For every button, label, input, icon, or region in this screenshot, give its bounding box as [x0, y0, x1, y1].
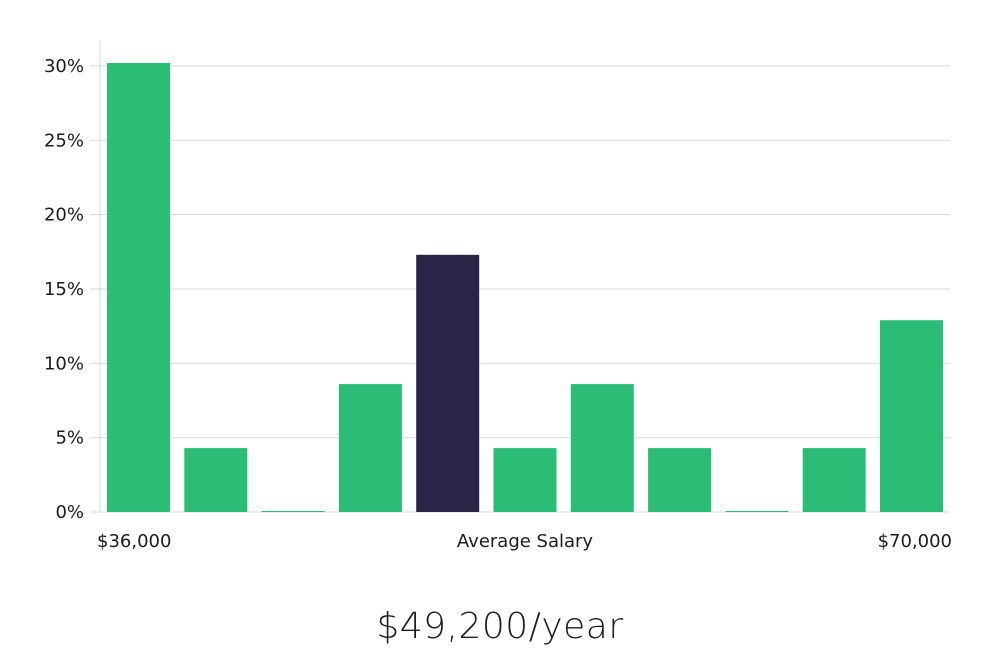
- y-tick-label: 5%: [55, 428, 84, 449]
- bar: [261, 511, 325, 512]
- bar: [802, 448, 866, 512]
- y-tick-label: 0%: [55, 502, 84, 523]
- y-tick-label: 30%: [44, 56, 84, 77]
- x-label-min: $36,000: [97, 531, 171, 552]
- x-axis-title: Average Salary: [457, 531, 594, 552]
- x-label-max: $70,000: [878, 531, 952, 552]
- bar: [338, 384, 402, 512]
- gridlines: [90, 65, 950, 513]
- bar: [107, 63, 170, 512]
- average-salary-headline: $49,200/year: [376, 606, 624, 647]
- y-tick-label: 10%: [44, 353, 84, 374]
- y-tick-label: 25%: [44, 130, 84, 151]
- bar: [184, 448, 248, 512]
- y-tick-label: 20%: [44, 205, 84, 226]
- bar-highlight: [416, 254, 480, 513]
- bar: [648, 448, 712, 512]
- bar: [880, 320, 943, 512]
- bar: [725, 511, 789, 512]
- bars: [107, 63, 943, 513]
- bar: [493, 448, 557, 512]
- y-tick-label: 15%: [44, 279, 84, 300]
- y-axis-ticks: 0% 5% 10% 15% 20% 25% 30%: [44, 56, 84, 523]
- bar: [570, 384, 634, 512]
